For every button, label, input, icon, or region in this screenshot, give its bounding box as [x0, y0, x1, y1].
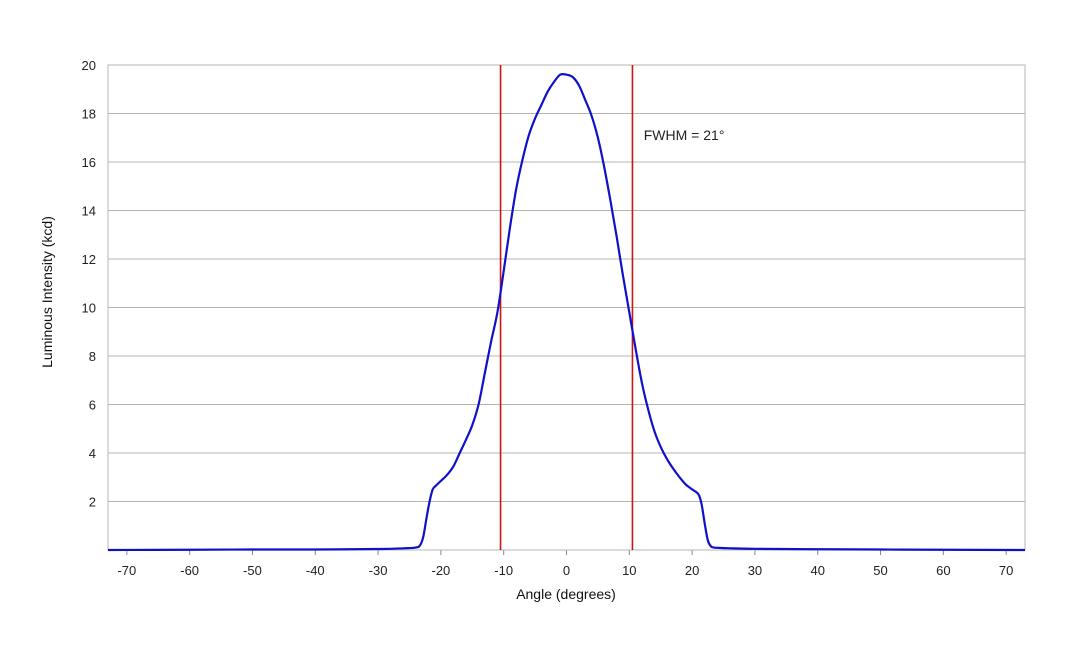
x-tick-label: 0 — [563, 563, 570, 578]
series-layer — [107, 72, 1026, 552]
x-tick-label: 50 — [873, 563, 887, 578]
y-tick-label: 8 — [89, 349, 96, 364]
y-tick-label: 4 — [89, 446, 96, 461]
grid — [108, 64, 1025, 555]
annotations: FWHM = 21° — [644, 127, 725, 143]
y-tick-label: 12 — [82, 252, 96, 267]
x-tick-labels: -70 -60 -50 -40 -30 -20 -10 0 10 20 30 40 50 60 70 — [117, 563, 1013, 578]
x-tick-label: -60 — [180, 563, 199, 578]
x-tick-label: 10 — [622, 563, 636, 578]
intensity-series-line — [107, 72, 1026, 552]
y-tick-label: 6 — [89, 398, 96, 413]
y-tick-label: 10 — [82, 301, 96, 316]
y-tick-label: 20 — [82, 58, 96, 73]
fwhm-lines — [499, 65, 634, 550]
x-axis-title: Angle (degrees) — [516, 586, 616, 602]
y-tick-label: 16 — [82, 155, 96, 170]
y-tick-label: 18 — [82, 107, 96, 122]
x-tick-label: -50 — [243, 563, 262, 578]
x-tick-label: 20 — [685, 563, 699, 578]
x-tick-label: -20 — [431, 563, 450, 578]
x-tick-label: 30 — [748, 563, 762, 578]
plot-frame — [107, 64, 1026, 551]
y-tick-label: 14 — [82, 204, 96, 219]
x-tick-label: -40 — [306, 563, 325, 578]
x-tick-label: -30 — [369, 563, 388, 578]
x-tick-label: 60 — [936, 563, 950, 578]
x-tick-label: -10 — [494, 563, 513, 578]
y-tick-labels: 2 4 6 8 10 12 14 16 18 20 — [82, 58, 96, 510]
y-axis-title: Luminous Intensity (kcd) — [39, 216, 55, 368]
fwhm-annotation: FWHM = 21° — [644, 127, 725, 143]
x-tick-label: -70 — [117, 563, 136, 578]
x-tick-label: 70 — [999, 563, 1013, 578]
y-tick-label: 2 — [89, 495, 96, 510]
x-tick-label: 40 — [810, 563, 824, 578]
